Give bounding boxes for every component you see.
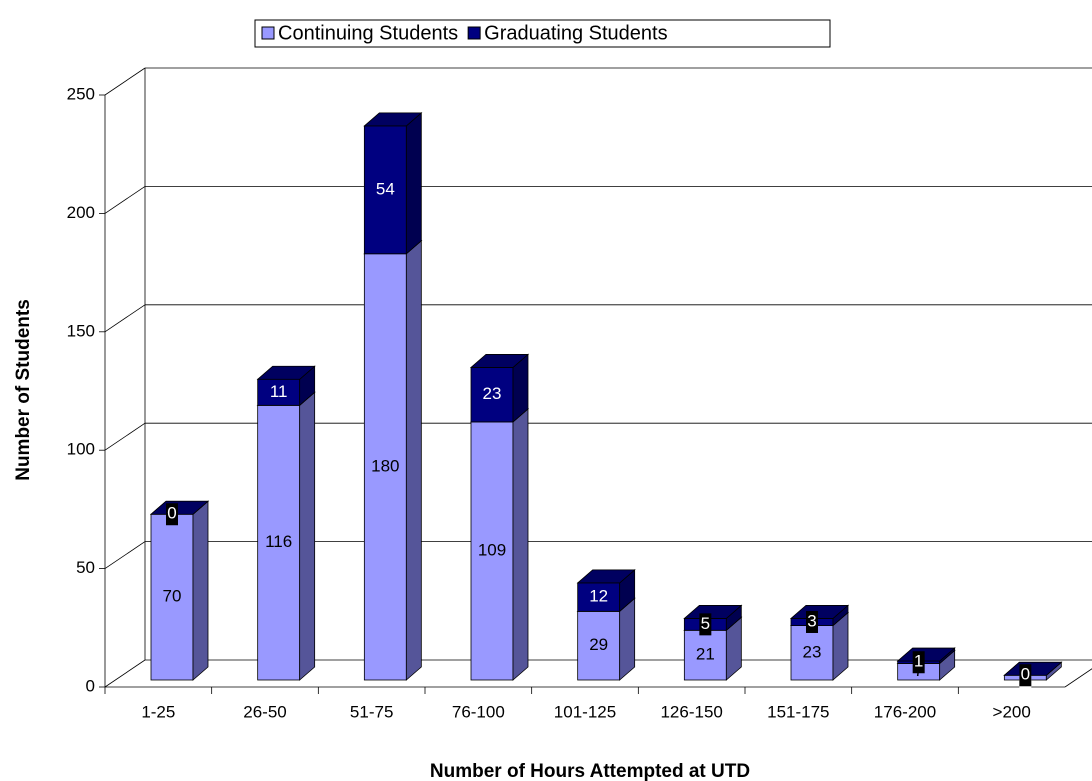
y-tick-label: 150 xyxy=(67,321,95,340)
legend-label: Graduating Students xyxy=(484,22,667,44)
data-label: 1 xyxy=(914,652,923,671)
bar-face xyxy=(790,625,834,681)
grid-line-side xyxy=(104,541,146,569)
bar-face xyxy=(405,112,422,255)
data-label: 0 xyxy=(167,504,176,523)
data-label: 70 xyxy=(163,587,182,606)
bar-face xyxy=(299,391,316,681)
label-bg xyxy=(806,610,818,633)
bar xyxy=(469,408,530,681)
grid-line-side xyxy=(104,67,146,96)
x-tick-label: 176-200 xyxy=(874,702,936,721)
bar-face xyxy=(470,421,514,681)
bar-face xyxy=(576,569,636,584)
data-label: 21 xyxy=(696,645,715,664)
bar-face xyxy=(257,404,301,681)
bar-face xyxy=(192,500,209,681)
label-bg xyxy=(166,503,178,526)
x-tick-label: >200 xyxy=(993,702,1031,721)
y-tick-label: 50 xyxy=(76,558,95,577)
bar xyxy=(256,391,316,681)
data-label: 23 xyxy=(483,384,502,403)
data-label: 5 xyxy=(701,614,710,633)
data-label: 3 xyxy=(807,611,816,630)
legend-swatch xyxy=(467,26,481,40)
label-bg xyxy=(1019,664,1032,687)
y-tick-label: 200 xyxy=(67,203,95,222)
x-axis-title: Number of Hours Attempted at UTD xyxy=(430,761,750,781)
bar-face xyxy=(149,500,210,515)
bar xyxy=(363,112,423,255)
bar-face xyxy=(577,610,621,681)
grid-line-side xyxy=(104,659,146,688)
x-tick-label: 76-100 xyxy=(452,702,505,721)
bar-face xyxy=(363,112,423,127)
bar xyxy=(256,365,316,407)
data-label: 54 xyxy=(376,179,395,198)
bar-face xyxy=(257,378,301,406)
legend-box xyxy=(254,19,831,48)
bar-face xyxy=(469,354,530,368)
bar-face xyxy=(150,513,194,681)
bar-face xyxy=(683,629,727,681)
legend-label: Continuing Students xyxy=(278,22,458,44)
legend-swatch xyxy=(261,26,275,40)
x-tick-label: 51-75 xyxy=(350,702,393,721)
x-tick-label: 151-175 xyxy=(767,702,829,721)
y-tick-label: 0 xyxy=(86,676,95,695)
bar-face xyxy=(683,605,743,619)
bar-face xyxy=(470,367,514,423)
y-tick-label: 100 xyxy=(67,440,95,459)
data-label: 11 xyxy=(270,382,288,401)
bar xyxy=(576,569,636,613)
bar xyxy=(469,353,530,423)
data-label: 109 xyxy=(478,540,506,559)
data-label: 29 xyxy=(589,635,608,654)
data-label: 116 xyxy=(265,532,292,551)
bar-face xyxy=(789,605,850,619)
x-tick-label: 101-125 xyxy=(554,702,616,721)
grid-line-side xyxy=(104,422,146,451)
label-bg xyxy=(912,651,925,674)
bar-face xyxy=(619,597,636,681)
bar-face xyxy=(512,408,529,681)
bar-face xyxy=(363,125,407,255)
y-tick-label: 250 xyxy=(67,84,95,103)
data-label: 180 xyxy=(371,456,399,475)
grid-line-side xyxy=(104,304,146,333)
bar-face xyxy=(405,239,422,681)
bar-face xyxy=(896,647,956,662)
x-tick-label: 126-150 xyxy=(660,702,722,721)
data-label: 23 xyxy=(803,642,822,661)
x-tick-label: 26-50 xyxy=(243,702,286,721)
x-tick-label: 1-25 xyxy=(141,702,175,721)
bar xyxy=(149,500,210,515)
y-axis-title: Number of Students xyxy=(13,299,34,481)
bar-face xyxy=(1003,661,1063,676)
bar-face xyxy=(577,582,621,612)
grid-line-side xyxy=(104,186,146,214)
data-label: 0 xyxy=(1021,665,1030,684)
floor-right xyxy=(1064,668,1092,688)
bar-face xyxy=(256,365,316,380)
label-bg xyxy=(699,613,712,636)
bar xyxy=(1003,661,1063,676)
data-label: 12 xyxy=(589,587,608,606)
